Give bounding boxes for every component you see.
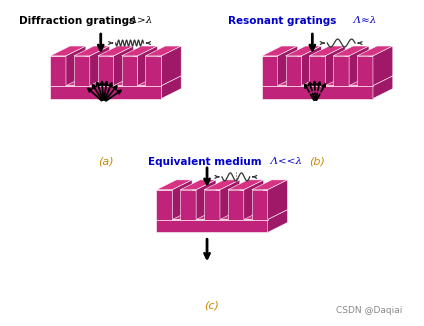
Polygon shape bbox=[172, 180, 192, 219]
Polygon shape bbox=[285, 46, 321, 56]
Polygon shape bbox=[156, 219, 268, 232]
Polygon shape bbox=[357, 46, 393, 56]
Polygon shape bbox=[50, 76, 181, 86]
Text: Diffraction gratings: Diffraction gratings bbox=[19, 16, 136, 26]
Polygon shape bbox=[114, 46, 134, 86]
Polygon shape bbox=[204, 190, 220, 219]
Polygon shape bbox=[228, 190, 244, 219]
Polygon shape bbox=[145, 56, 162, 86]
Polygon shape bbox=[252, 190, 268, 219]
Polygon shape bbox=[262, 46, 298, 56]
Polygon shape bbox=[310, 46, 345, 56]
Polygon shape bbox=[156, 180, 192, 190]
Polygon shape bbox=[156, 210, 287, 219]
Polygon shape bbox=[122, 46, 157, 56]
Polygon shape bbox=[301, 46, 321, 86]
Polygon shape bbox=[278, 46, 298, 86]
Polygon shape bbox=[74, 46, 110, 56]
Polygon shape bbox=[145, 46, 181, 56]
Polygon shape bbox=[180, 190, 196, 219]
Polygon shape bbox=[204, 180, 240, 190]
Polygon shape bbox=[333, 46, 369, 56]
Polygon shape bbox=[373, 76, 393, 98]
Text: (a): (a) bbox=[98, 157, 114, 167]
Polygon shape bbox=[252, 180, 287, 190]
Polygon shape bbox=[50, 86, 162, 98]
Polygon shape bbox=[162, 46, 181, 86]
Polygon shape bbox=[98, 46, 134, 56]
Polygon shape bbox=[285, 56, 301, 86]
Polygon shape bbox=[98, 56, 114, 86]
Polygon shape bbox=[310, 56, 325, 86]
Text: Λ>λ: Λ>λ bbox=[123, 16, 152, 25]
Polygon shape bbox=[357, 56, 373, 86]
Text: Λ<<λ: Λ<<λ bbox=[264, 157, 302, 166]
Polygon shape bbox=[325, 46, 345, 86]
Polygon shape bbox=[122, 56, 137, 86]
Polygon shape bbox=[156, 190, 172, 219]
Polygon shape bbox=[268, 210, 287, 232]
Polygon shape bbox=[180, 180, 216, 190]
Polygon shape bbox=[262, 56, 278, 86]
Polygon shape bbox=[50, 56, 66, 86]
Polygon shape bbox=[349, 46, 369, 86]
Polygon shape bbox=[162, 76, 181, 98]
Polygon shape bbox=[66, 46, 86, 86]
Polygon shape bbox=[50, 46, 86, 56]
Polygon shape bbox=[268, 180, 287, 219]
Text: (b): (b) bbox=[310, 157, 325, 167]
Polygon shape bbox=[244, 180, 264, 219]
Polygon shape bbox=[220, 180, 240, 219]
Text: Λ≈λ: Λ≈λ bbox=[347, 16, 377, 25]
Polygon shape bbox=[373, 46, 393, 86]
Polygon shape bbox=[137, 46, 157, 86]
Polygon shape bbox=[228, 180, 264, 190]
Text: Resonant gratings: Resonant gratings bbox=[228, 16, 336, 26]
Polygon shape bbox=[262, 86, 373, 98]
Polygon shape bbox=[262, 76, 393, 86]
Text: CSDN @Daqiai: CSDN @Daqiai bbox=[336, 306, 402, 315]
Polygon shape bbox=[333, 56, 349, 86]
Polygon shape bbox=[90, 46, 110, 86]
Text: (c): (c) bbox=[204, 301, 220, 311]
Polygon shape bbox=[74, 56, 90, 86]
Polygon shape bbox=[196, 180, 216, 219]
Text: Equivalent medium: Equivalent medium bbox=[148, 157, 262, 167]
